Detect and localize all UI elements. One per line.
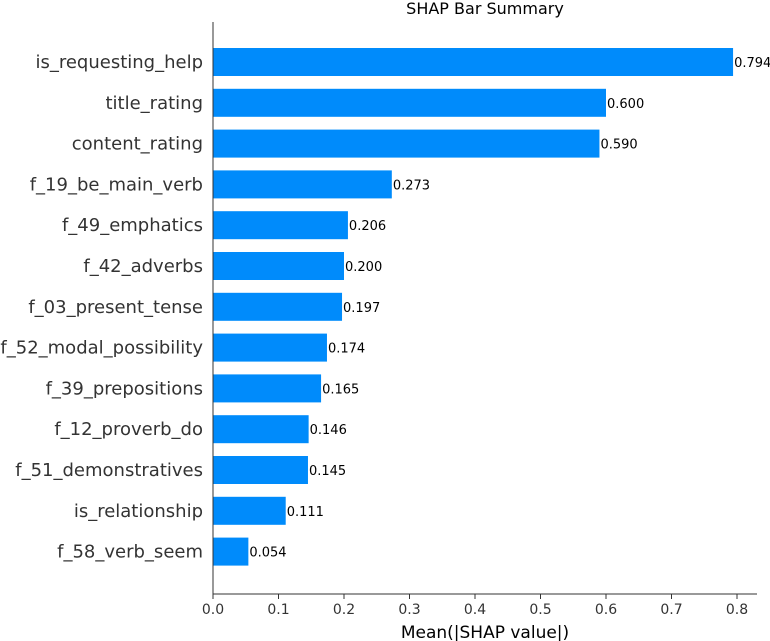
x-tick-label: 0.4 <box>464 602 486 618</box>
x-tick-label: 0.0 <box>202 602 224 618</box>
category-label: title_rating <box>105 93 203 114</box>
category-label: f_52_modal_possibility <box>0 338 203 359</box>
category-label: f_51_demonstratives <box>15 460 203 481</box>
x-axis-label: Mean(|SHAP value|) <box>401 623 569 641</box>
value-label: 0.145 <box>309 464 346 479</box>
category-label: f_39_prepositions <box>46 378 203 399</box>
x-tick-label: 0.3 <box>398 602 420 618</box>
value-label: 0.197 <box>343 301 380 316</box>
x-tick-label: 0.2 <box>333 602 355 618</box>
category-label: is_relationship <box>74 501 203 522</box>
bar-f-03-present-tense <box>213 292 343 321</box>
bar-f-39-prepositions <box>213 374 322 403</box>
x-tick-label: 0.7 <box>660 602 682 618</box>
value-label: 0.165 <box>322 382 359 397</box>
value-label: 0.111 <box>287 505 324 520</box>
bars-group <box>213 48 734 566</box>
bar-title-rating <box>213 88 606 117</box>
value-labels: 0.794 0.600 0.590 0.273 0.206 0.200 0.197 0.174… <box>249 56 770 561</box>
value-label: 0.146 <box>310 423 347 438</box>
value-label: 0.600 <box>607 97 644 112</box>
category-label: is_requesting_help <box>35 52 203 73</box>
category-labels: is_requesting_help title_rating content_ra… <box>0 52 203 563</box>
value-label: 0.794 <box>734 56 770 71</box>
x-tick-label: 0.8 <box>726 602 748 618</box>
bar-is-requesting-help <box>213 48 734 76</box>
value-label: 0.206 <box>349 219 386 234</box>
bar-f-49-emphatics <box>213 211 348 240</box>
bar-is-relationship <box>213 496 286 525</box>
category-label: f_12_proverb_do <box>54 419 203 440</box>
category-label: f_49_emphatics <box>62 215 203 236</box>
category-label: content_rating <box>72 134 203 155</box>
chart-title: SHAP Bar Summary <box>406 0 564 18</box>
bar-f-52-modal-possibility <box>213 333 327 362</box>
category-label: f_19_be_main_verb <box>30 174 203 195</box>
value-label: 0.200 <box>345 260 382 275</box>
value-label: 0.590 <box>600 138 637 153</box>
x-axis-ticks: 0.0 0.1 0.2 0.3 0.4 0.5 0.6 0.7 0.8 <box>202 594 748 618</box>
category-label: f_42_adverbs <box>83 256 203 277</box>
value-label: 0.273 <box>393 178 430 193</box>
bar-f-19-be-main-verb <box>213 170 392 199</box>
value-label: 0.054 <box>249 546 286 561</box>
bar-f-12-proverb-do <box>213 415 309 444</box>
x-tick-label: 0.1 <box>267 602 289 618</box>
category-label: f_58_verb_seem <box>57 542 203 563</box>
bar-f-58-verb-seem <box>213 537 249 566</box>
x-tick-label: 0.6 <box>595 602 617 618</box>
bar-f-42-adverbs <box>213 252 344 280</box>
category-label: f_03_present_tense <box>28 297 203 318</box>
value-label: 0.174 <box>328 342 365 357</box>
bar-f-51-demonstratives <box>213 456 308 484</box>
bar-content-rating <box>213 129 600 158</box>
x-tick-label: 0.5 <box>529 602 551 618</box>
